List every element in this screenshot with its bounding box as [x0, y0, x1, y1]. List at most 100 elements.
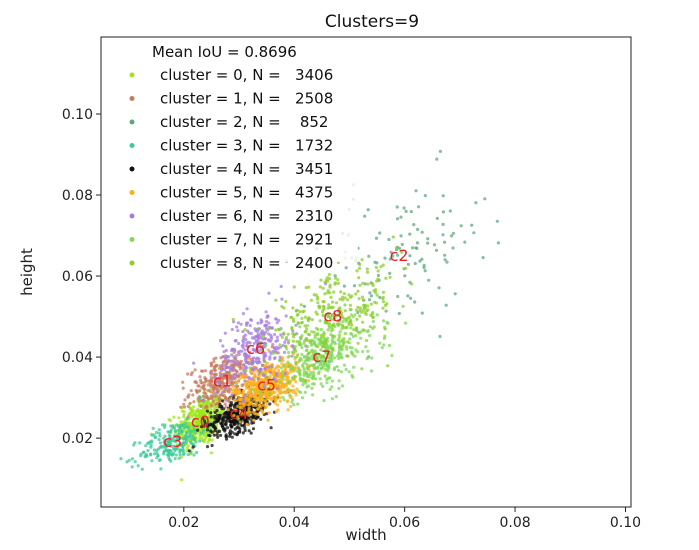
- data-point: [187, 428, 191, 432]
- data-point: [358, 283, 362, 287]
- data-point: [221, 381, 225, 385]
- legend-entry: cluster = 0, N = 3406: [160, 66, 333, 84]
- data-point: [229, 423, 233, 428]
- data-point: [266, 418, 270, 422]
- data-point: [318, 338, 322, 342]
- data-point: [226, 408, 230, 412]
- data-point: [339, 309, 343, 313]
- data-point: [305, 362, 309, 366]
- data-point: [363, 282, 367, 286]
- data-point: [186, 425, 191, 429]
- data-point: [306, 319, 310, 323]
- data-point: [250, 415, 254, 419]
- data-point: [275, 335, 279, 339]
- data-point: [296, 353, 300, 357]
- data-point: [420, 311, 424, 315]
- data-point: [144, 444, 148, 448]
- data-point: [343, 303, 347, 307]
- data-point: [304, 286, 308, 290]
- data-point: [276, 403, 280, 407]
- cluster-label-c8: c8: [323, 307, 342, 326]
- data-point: [193, 368, 197, 372]
- data-point: [326, 328, 330, 332]
- data-point: [420, 230, 424, 234]
- data-point: [400, 242, 404, 247]
- data-point: [305, 324, 309, 328]
- data-point: [316, 365, 320, 369]
- data-point: [147, 441, 151, 445]
- data-point: [221, 427, 225, 431]
- data-point: [274, 339, 278, 343]
- data-point: [234, 374, 238, 378]
- data-point: [438, 149, 442, 153]
- data-point: [125, 460, 129, 464]
- data-point: [298, 309, 302, 314]
- data-point: [257, 380, 261, 384]
- data-point: [166, 430, 170, 434]
- data-point: [191, 445, 195, 449]
- data-point: [201, 416, 205, 420]
- data-point: [213, 429, 217, 433]
- data-point: [332, 290, 336, 294]
- data-point: [237, 389, 242, 393]
- data-point: [169, 459, 173, 463]
- data-point: [384, 309, 388, 313]
- data-point: [356, 305, 360, 309]
- data-point: [274, 317, 278, 321]
- data-point: [354, 326, 359, 330]
- data-point: [185, 446, 189, 450]
- data-point: [332, 340, 337, 344]
- data-point: [364, 345, 368, 349]
- data-point: [344, 345, 348, 349]
- data-point: [343, 296, 347, 300]
- data-point: [463, 240, 467, 244]
- data-point: [256, 384, 260, 388]
- data-point: [311, 382, 315, 386]
- data-point: [321, 341, 325, 345]
- data-point: [202, 387, 206, 391]
- data-point: [255, 334, 259, 338]
- data-point: [294, 393, 298, 397]
- data-point: [483, 197, 487, 201]
- data-point: [340, 356, 344, 360]
- data-point: [323, 292, 327, 296]
- data-point: [247, 376, 251, 381]
- data-point: [209, 429, 213, 433]
- data-point: [279, 391, 284, 395]
- data-point: [251, 357, 255, 361]
- data-point: [386, 364, 390, 368]
- data-point: [293, 355, 298, 359]
- data-point: [232, 422, 236, 426]
- data-point: [218, 396, 222, 400]
- data-point: [250, 336, 254, 340]
- data-point: [279, 366, 284, 370]
- legend-marker: [129, 213, 135, 219]
- data-point: [378, 295, 382, 300]
- data-point: [204, 392, 208, 396]
- data-point: [401, 304, 405, 308]
- data-point: [229, 420, 233, 424]
- data-point: [274, 347, 278, 352]
- data-point: [206, 425, 210, 429]
- data-point: [277, 368, 281, 372]
- data-point: [238, 402, 242, 406]
- data-point: [325, 351, 329, 355]
- data-point: [245, 361, 249, 365]
- data-point: [230, 376, 235, 380]
- data-point: [262, 384, 267, 388]
- data-point: [211, 399, 215, 403]
- data-point: [245, 422, 249, 427]
- data-point: [278, 355, 282, 359]
- data-point: [470, 223, 474, 227]
- data-point: [232, 413, 236, 417]
- data-point: [324, 320, 328, 324]
- x-tick-label: 0.04: [279, 515, 310, 531]
- data-point: [275, 321, 279, 325]
- data-point: [211, 394, 215, 398]
- data-point: [251, 410, 255, 414]
- data-point: [236, 417, 240, 421]
- data-point: [264, 343, 268, 348]
- data-point: [325, 364, 329, 368]
- data-point: [368, 325, 372, 329]
- data-point: [435, 157, 439, 161]
